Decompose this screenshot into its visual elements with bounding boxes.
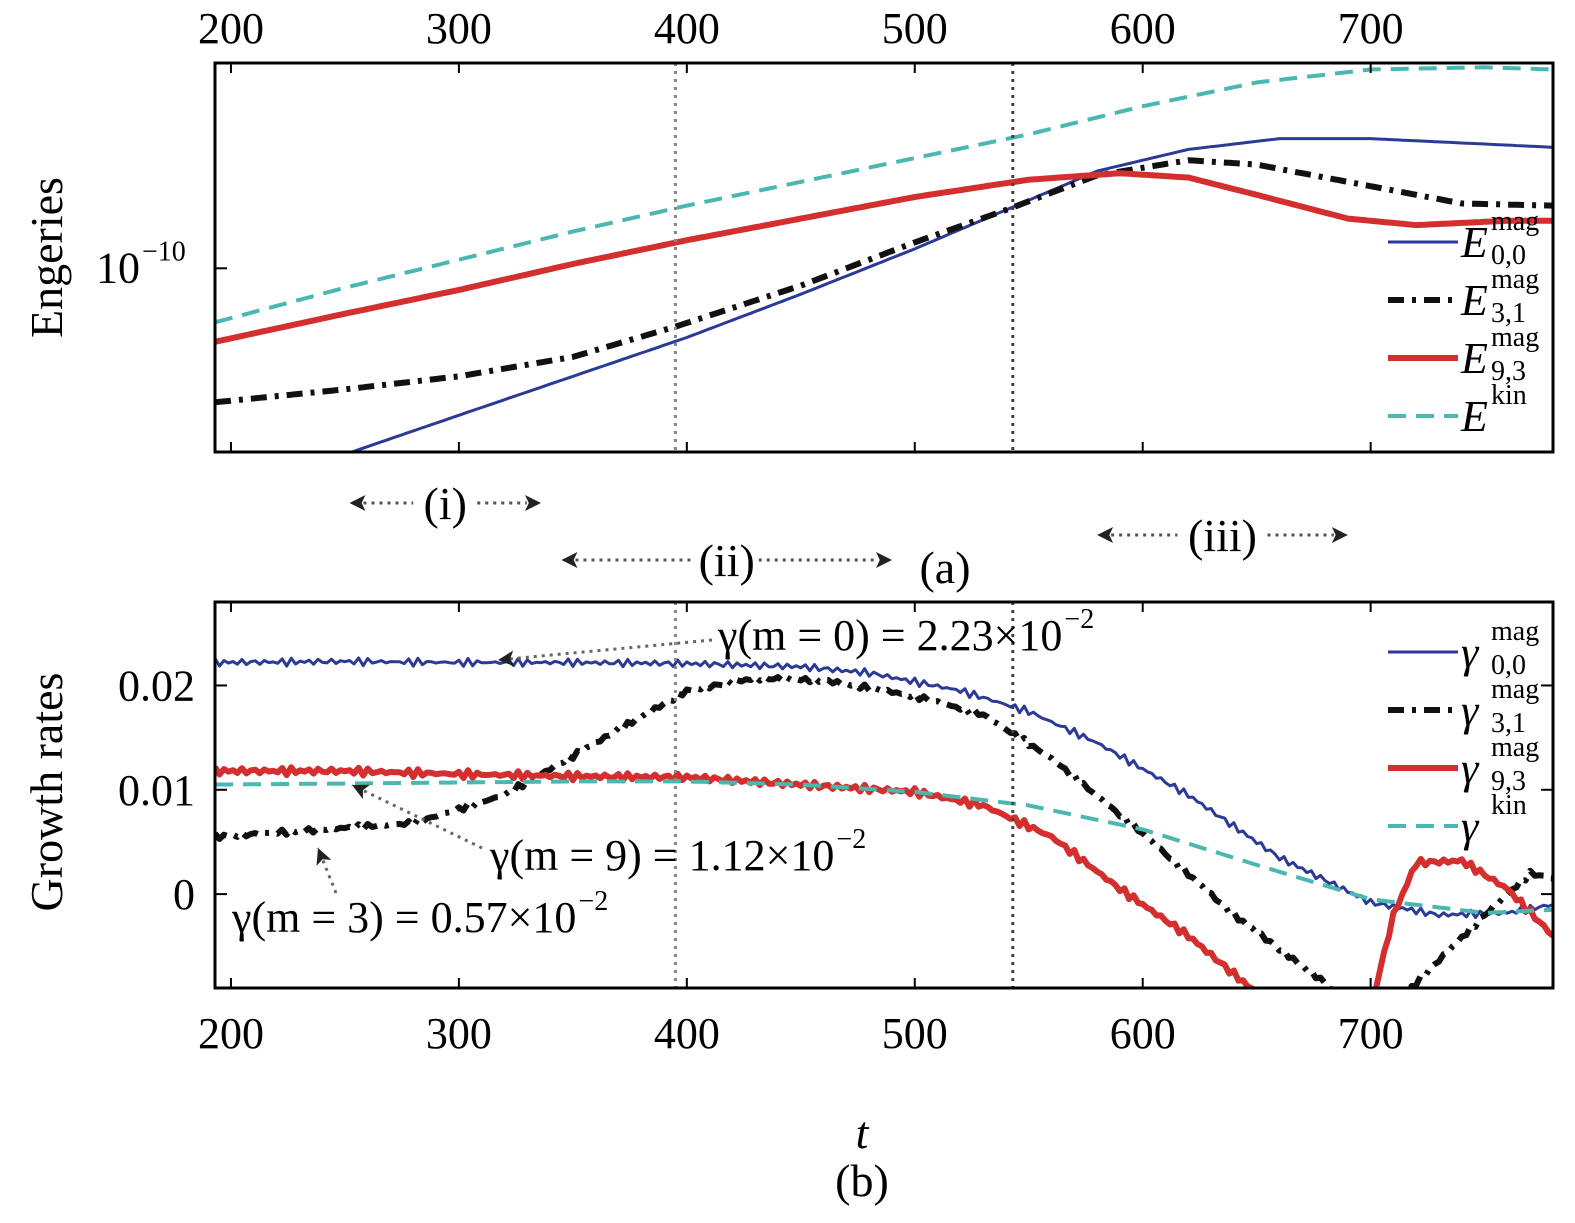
panel-a-x-tick-label-1: 300 (426, 4, 492, 53)
panel-a-legend-sub-2: 9,3 (1491, 356, 1526, 387)
panel-b-x-axis-label: t (856, 1107, 870, 1158)
panel-a-x-tick-label-4: 600 (1110, 4, 1176, 53)
panel-b-legend-sup-2: mag (1491, 732, 1539, 763)
panel-b-series-line-0 (215, 656, 1553, 920)
panel-b-x-tick-label-3: 500 (882, 1009, 948, 1058)
panel-a-legend-label-0: E (1460, 218, 1488, 267)
panel-b-x-tick-label-5: 700 (1338, 1009, 1404, 1058)
panel-a-x-tick-label-5: 700 (1338, 4, 1404, 53)
region-arrowhead-right-0 (524, 495, 541, 511)
annotation-leader-1 (351, 783, 483, 850)
panel-b-legend-sub-1: 3,1 (1491, 708, 1526, 739)
panel-b-series-line-1 (215, 673, 1553, 988)
panel-b-y-axis-label: Growth rates (21, 673, 72, 912)
panel-b-legend-label-3: γ (1461, 802, 1480, 851)
panel-b-y-tick-label-1: 0.01 (118, 766, 195, 815)
panel-b-legend-sup-3: kin (1491, 790, 1527, 821)
panel-b-legend-label-1: γ (1461, 686, 1480, 735)
region-arrowhead-left-1 (561, 552, 578, 568)
panel-b-x-tick-label-1: 300 (426, 1009, 492, 1058)
panel-b-legend-sup-1: mag (1491, 674, 1539, 705)
annotation-leader-0 (497, 638, 713, 662)
panel-a-y-tick-label-0: 10 (96, 243, 140, 292)
panel-a-series-line-1 (215, 157, 1553, 406)
annotation-exponent-0: −2 (1064, 604, 1094, 635)
panel-a-legend-label-1: E (1460, 276, 1488, 325)
panel-b-growth-rates: 200 300 400 500 600 700 0 0.01 0.02 Growth rates t… (21, 600, 1555, 1206)
panel-a-y-axis-label: Engeries (21, 177, 72, 338)
panel-b-legend-sub-0: 0,0 (1491, 650, 1526, 681)
panel-b-x-tick-label-4: 600 (1110, 1009, 1176, 1058)
panel-a-x-tick-label-2: 400 (654, 4, 720, 53)
panel-a-legend-sup-0: mag (1491, 206, 1539, 237)
panel-a-frame (213, 61, 1555, 454)
panel-b-frame (213, 600, 1555, 990)
panel-b-x-tick-label-2: 400 (654, 1009, 720, 1058)
panel-a-label: (a) (919, 542, 970, 593)
panel-a-legend-sub-0: 0,0 (1491, 240, 1526, 271)
panel-b-legend-sup-0: mag (1491, 616, 1539, 647)
annotation-exponent-2: −2 (578, 886, 608, 917)
annotation-text-2: γ(m = 3) = 0.57×10 (231, 893, 576, 942)
region-arrowhead-right-2 (1331, 527, 1348, 543)
panel-b-series-line-2 (215, 764, 1553, 988)
region-arrowhead-left-2 (1097, 527, 1114, 543)
annotation-arrowhead-2 (316, 848, 332, 866)
panel-b-series-line-3 (215, 779, 1553, 915)
panel-b-y-tick-label-0: 0 (173, 870, 195, 919)
panel-a-legend-label-3: E (1460, 392, 1488, 441)
panel-a-legend-sup-1: mag (1491, 264, 1539, 295)
panel-b-legend-sub-2: 9,3 (1491, 766, 1526, 797)
panel-b-label: (b) (835, 1155, 889, 1206)
annotation-arrowhead-0 (498, 650, 515, 667)
panel-b-legend-label-2: γ (1461, 744, 1480, 793)
region-label-0: (i) (424, 478, 467, 529)
region-markers: (i) (ii) (iii) (a) (349, 478, 1348, 593)
region-label-2: (iii) (1188, 510, 1257, 561)
annotation-exponent-1: −2 (836, 824, 866, 855)
panel-a-legend-sup-3: kin (1491, 380, 1527, 411)
region-arrowhead-left-0 (349, 495, 366, 511)
panel-a-series-line-2 (215, 170, 1553, 345)
annotation-text-1: γ(m = 9) = 1.12×10 (489, 831, 834, 880)
panel-b-legend-label-0: γ (1461, 628, 1480, 677)
panel-b-x-tick-label-0: 200 (198, 1009, 264, 1058)
panel-a-legend-sup-2: mag (1491, 322, 1539, 353)
panel-a-series-line-0 (351, 137, 1553, 452)
panel-a-y-tick-exponent-0: −10 (142, 236, 186, 267)
panel-a-x-tick-label-0: 200 (198, 4, 264, 53)
annotation-text-0: γ(m = 0) = 2.23×10 (717, 611, 1062, 660)
region-label-1: (ii) (699, 535, 755, 586)
panel-a-series-line-3 (215, 65, 1553, 325)
panel-a-legend-label-2: E (1460, 334, 1488, 383)
region-arrowhead-right-1 (875, 552, 892, 568)
panel-a-x-tick-label-3: 500 (882, 4, 948, 53)
annotation-arrowhead-1 (352, 784, 370, 800)
panel-a-legend-sub-1: 3,1 (1491, 298, 1526, 329)
panel-b-y-tick-label-2: 0.02 (118, 661, 195, 710)
